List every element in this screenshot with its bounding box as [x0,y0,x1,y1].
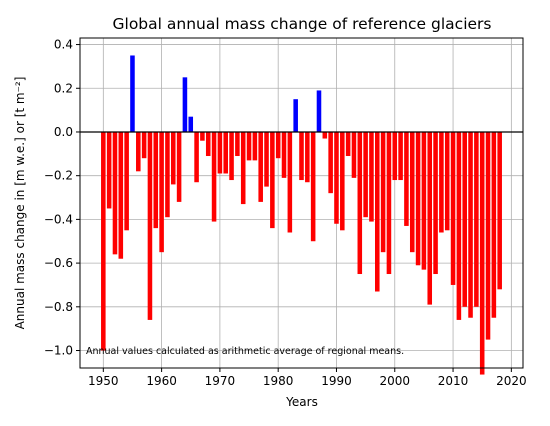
bar-2013 [468,131,473,318]
bar-2000 [392,131,398,181]
bar-1954 [124,131,129,231]
bar-1979 [270,131,275,229]
bar-1966 [194,131,199,183]
bar-2007 [433,131,438,275]
bar-1980 [275,131,281,159]
bar-1997 [375,131,380,292]
bar-1970 [217,131,223,174]
bar-2012 [462,131,467,307]
bar-1992 [345,131,351,157]
annotation-note: Annual values calculated as arithmetic a… [86,346,404,357]
bar-1976 [252,131,258,161]
bar-1967 [200,131,205,141]
bar-1978 [264,131,269,187]
y-tick-label: −0.6 [44,256,73,270]
bar-2004 [415,131,421,266]
bar-2001 [398,131,403,181]
bar-1957 [141,131,147,159]
bar-1975 [246,131,252,161]
y-tick-label: −0.2 [44,169,73,183]
bar-1999 [386,131,392,275]
bar-2018 [497,131,502,290]
y-tick-label: 0.2 [54,81,73,95]
x-axis: 1950 1960 1970 1980 1990 2000 2010 2020 [88,368,527,388]
bar-1958 [147,131,153,320]
bar-1964 [182,77,188,132]
bar-1984 [299,131,304,181]
bar-1968 [205,131,211,157]
bar-1950 [101,131,106,351]
bar-2006 [427,131,433,305]
bar-1969 [211,131,217,222]
bar-2005 [421,131,427,270]
bar-2010 [450,131,456,285]
bar-1998 [380,131,386,253]
bar-2016 [485,131,491,340]
bar-1953 [118,131,124,259]
bar-1955 [130,55,135,132]
bar-1996 [369,131,374,222]
bar-1994 [357,131,363,275]
bar-2014 [474,131,479,307]
x-tick-label: 2020 [496,374,527,388]
bar-2011 [456,131,462,320]
y-axis-label: Annual mass change in [m w.e.] or [t m⁻²… [13,77,27,330]
bars [101,55,502,375]
bar-1965 [188,116,194,132]
bar-1982 [287,131,293,233]
bar-1952 [112,131,118,255]
bar-1993 [351,131,357,178]
bar-1983 [293,99,298,132]
bar-1990 [334,131,339,224]
bar-2008 [439,131,444,233]
chart-title: Global annual mass change of reference g… [113,15,492,33]
grid-lines [80,38,523,368]
bar-1985 [305,131,310,183]
y-tick-label: 0.0 [54,125,73,139]
bar-1981 [281,131,287,178]
y-tick-label: −0.4 [44,212,73,226]
bar-1977 [258,131,263,202]
bar-1974 [240,131,246,205]
y-axis: −1.0 −0.8 −0.6 −0.4 −0.2 0.0 0.2 0.4 [44,38,80,358]
bar-1971 [223,131,228,174]
bar-1991 [340,131,345,231]
x-tick-label: 1950 [88,374,119,388]
x-tick-label: 1960 [146,374,177,388]
bar-2015 [479,131,485,375]
bar-1972 [229,131,234,181]
y-tick-label: −1.0 [44,344,73,358]
bar-1961 [165,131,170,218]
bar-2002 [404,131,409,226]
bar-1995 [363,131,368,218]
x-tick-label: 2010 [438,374,469,388]
bar-1956 [136,131,141,172]
bar-1959 [153,131,159,229]
x-tick-label: 1990 [321,374,352,388]
x-axis-label: Years [285,395,318,409]
bar-1973 [235,131,240,157]
x-tick-label: 1980 [263,374,294,388]
plot-frame [79,37,524,369]
bar-1951 [106,131,112,209]
x-tick-label: 2000 [379,374,410,388]
x-tick-label: 1970 [205,374,236,388]
bar-1989 [328,131,333,194]
bar-1988 [322,131,328,139]
bar-2009 [444,131,450,231]
bar-1987 [316,90,322,132]
bar-1963 [176,131,182,202]
y-tick-label: 0.4 [54,38,73,52]
bar-2017 [491,131,497,318]
y-tick-label: −0.8 [44,300,73,314]
bar-1962 [170,131,176,185]
bar-2003 [409,131,415,253]
bar-1986 [310,131,316,242]
bar-1960 [159,131,164,253]
